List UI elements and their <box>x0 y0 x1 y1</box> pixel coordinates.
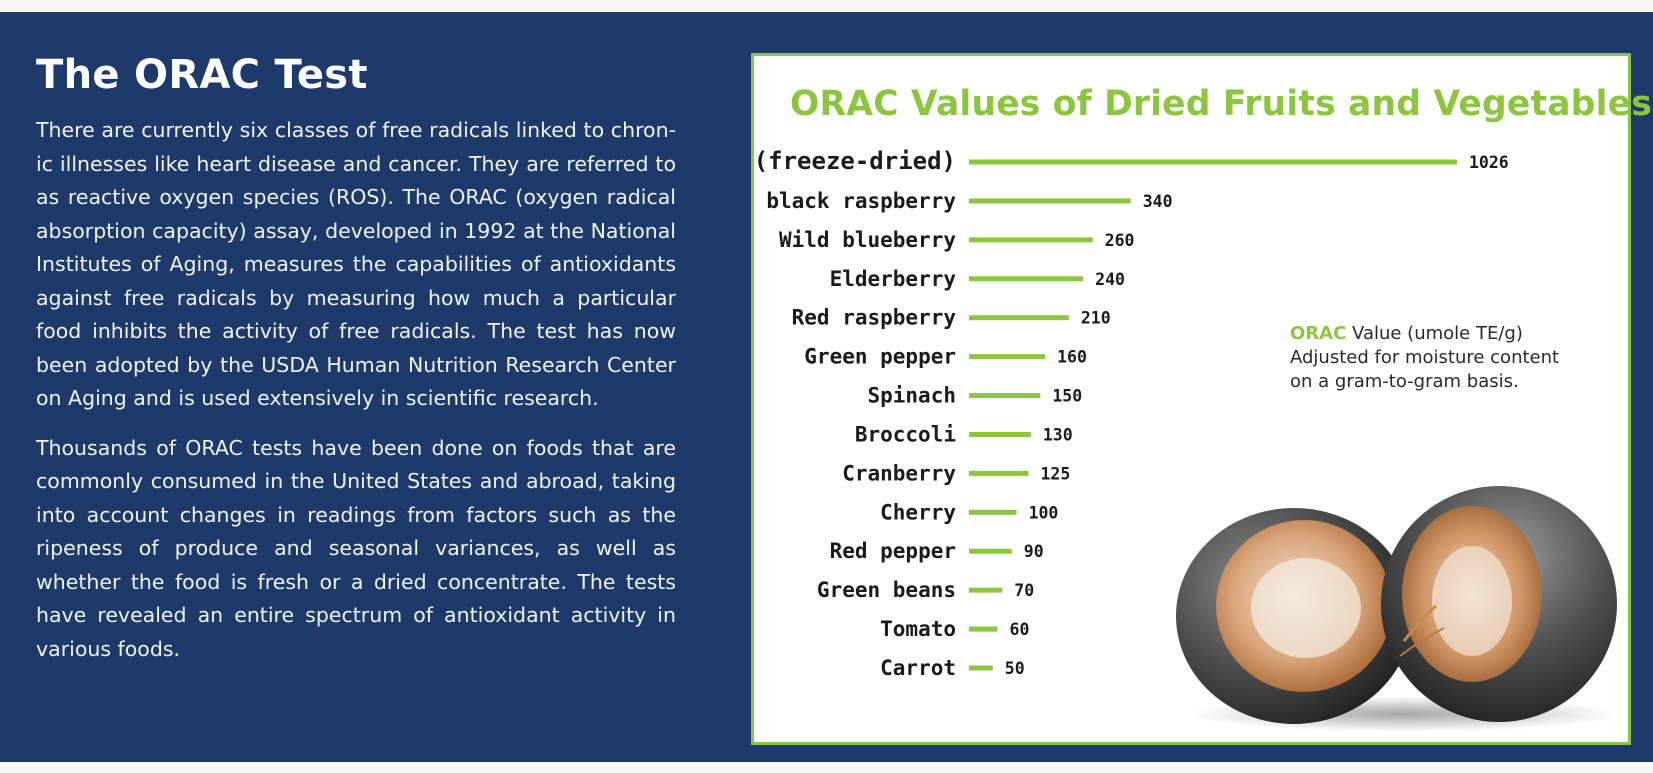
value-label-cranberry: 125 <box>1040 464 1070 483</box>
chart-note-line-2: Adjusted for moisture content <box>1290 347 1560 368</box>
value-label-cherry: 100 <box>1029 503 1059 522</box>
bar-elderberry <box>969 276 1084 282</box>
category-label-elderberry: Elderberry <box>830 267 957 291</box>
bar-tomato <box>969 626 998 632</box>
bar-a-ai-freeze-dried <box>969 159 1457 165</box>
value-label-tomato: 60 <box>1010 620 1030 639</box>
chart-note-unit: Value (umole TE/g) <box>1346 323 1523 344</box>
bar-wild-blueberry <box>969 237 1093 243</box>
bar-red-raspberry <box>969 315 1069 321</box>
chart-note-highlight: ORAC <box>1290 323 1347 344</box>
article-column: The ORAC Test There are currently six cl… <box>36 52 676 682</box>
chart-title: ORAC Values of Dried Fruits and Vegetabl… <box>790 84 1652 124</box>
value-label-a-ai-freeze-dried: 1026 <box>1469 153 1509 172</box>
category-label-green-beans: Green beans <box>817 578 956 602</box>
category-label-green-pepper: Green pepper <box>804 345 956 369</box>
value-label-wild-black-raspberry: 340 <box>1143 192 1173 211</box>
value-label-green-beans: 70 <box>1014 581 1034 600</box>
bar-green-beans <box>969 587 1003 593</box>
category-label-tomato: Tomato <box>880 617 956 641</box>
article-panel: The ORAC Test There are currently six cl… <box>0 12 1653 762</box>
category-label-wild-blueberry: Wild blueberry <box>779 228 956 252</box>
category-label-broccoli: Broccoli <box>855 422 956 446</box>
category-label-spinach: Spinach <box>867 384 956 408</box>
chart-note-line-1: ORAC Value (umole TE/g) <box>1290 322 1600 346</box>
acai-fruit-image <box>1176 486 1619 732</box>
value-label-broccoli: 130 <box>1043 425 1073 444</box>
chart-note: ORAC Value (umole TE/g) Adjusted for moi… <box>1290 322 1600 394</box>
article-paragraph-1: There are currently six classes of free … <box>36 118 676 410</box>
value-label-wild-blueberry: 260 <box>1105 231 1135 250</box>
category-label-red-raspberry: Red raspberry <box>792 306 957 330</box>
value-label-carrot: 50 <box>1005 659 1025 678</box>
bar-green-pepper <box>969 354 1046 360</box>
category-label-red-pepper: Red pepper <box>830 539 956 563</box>
category-label-cherry: Cherry <box>880 500 956 524</box>
chart-note-line-3: on a gram-to-gram basis. <box>1290 371 1519 392</box>
bar-carrot <box>969 665 993 671</box>
value-label-elderberry: 240 <box>1095 270 1125 289</box>
bar-cherry <box>969 509 1017 515</box>
value-label-red-pepper: 90 <box>1024 542 1044 561</box>
bar-red-pepper <box>969 548 1012 554</box>
category-label-a-ai-freeze-dried: Açai (freeze-dried) <box>754 147 956 175</box>
article-paragraph-2: Thousands of ORAC tests have been done o… <box>36 435 676 661</box>
article-heading: The ORAC Test <box>36 52 368 98</box>
bar-cranberry <box>969 470 1029 476</box>
category-label-carrot: Carrot <box>880 656 956 680</box>
value-label-red-raspberry: 210 <box>1081 309 1111 328</box>
orac-bar-chart: Açai (freeze-dried) 1026 Wild black raspbe… <box>754 147 1509 680</box>
chart-card: ORAC Values of Dried Fruits and Vegetabl… <box>751 53 1652 745</box>
bar-spinach <box>969 393 1041 399</box>
value-label-spinach: 150 <box>1052 387 1082 406</box>
bar-broccoli <box>969 431 1031 437</box>
category-label-cranberry: Cranberry <box>842 461 956 485</box>
value-label-green-pepper: 160 <box>1057 348 1087 367</box>
category-label-wild-black-raspberry: Wild black raspberry <box>754 189 956 213</box>
bar-wild-black-raspberry <box>969 198 1131 204</box>
